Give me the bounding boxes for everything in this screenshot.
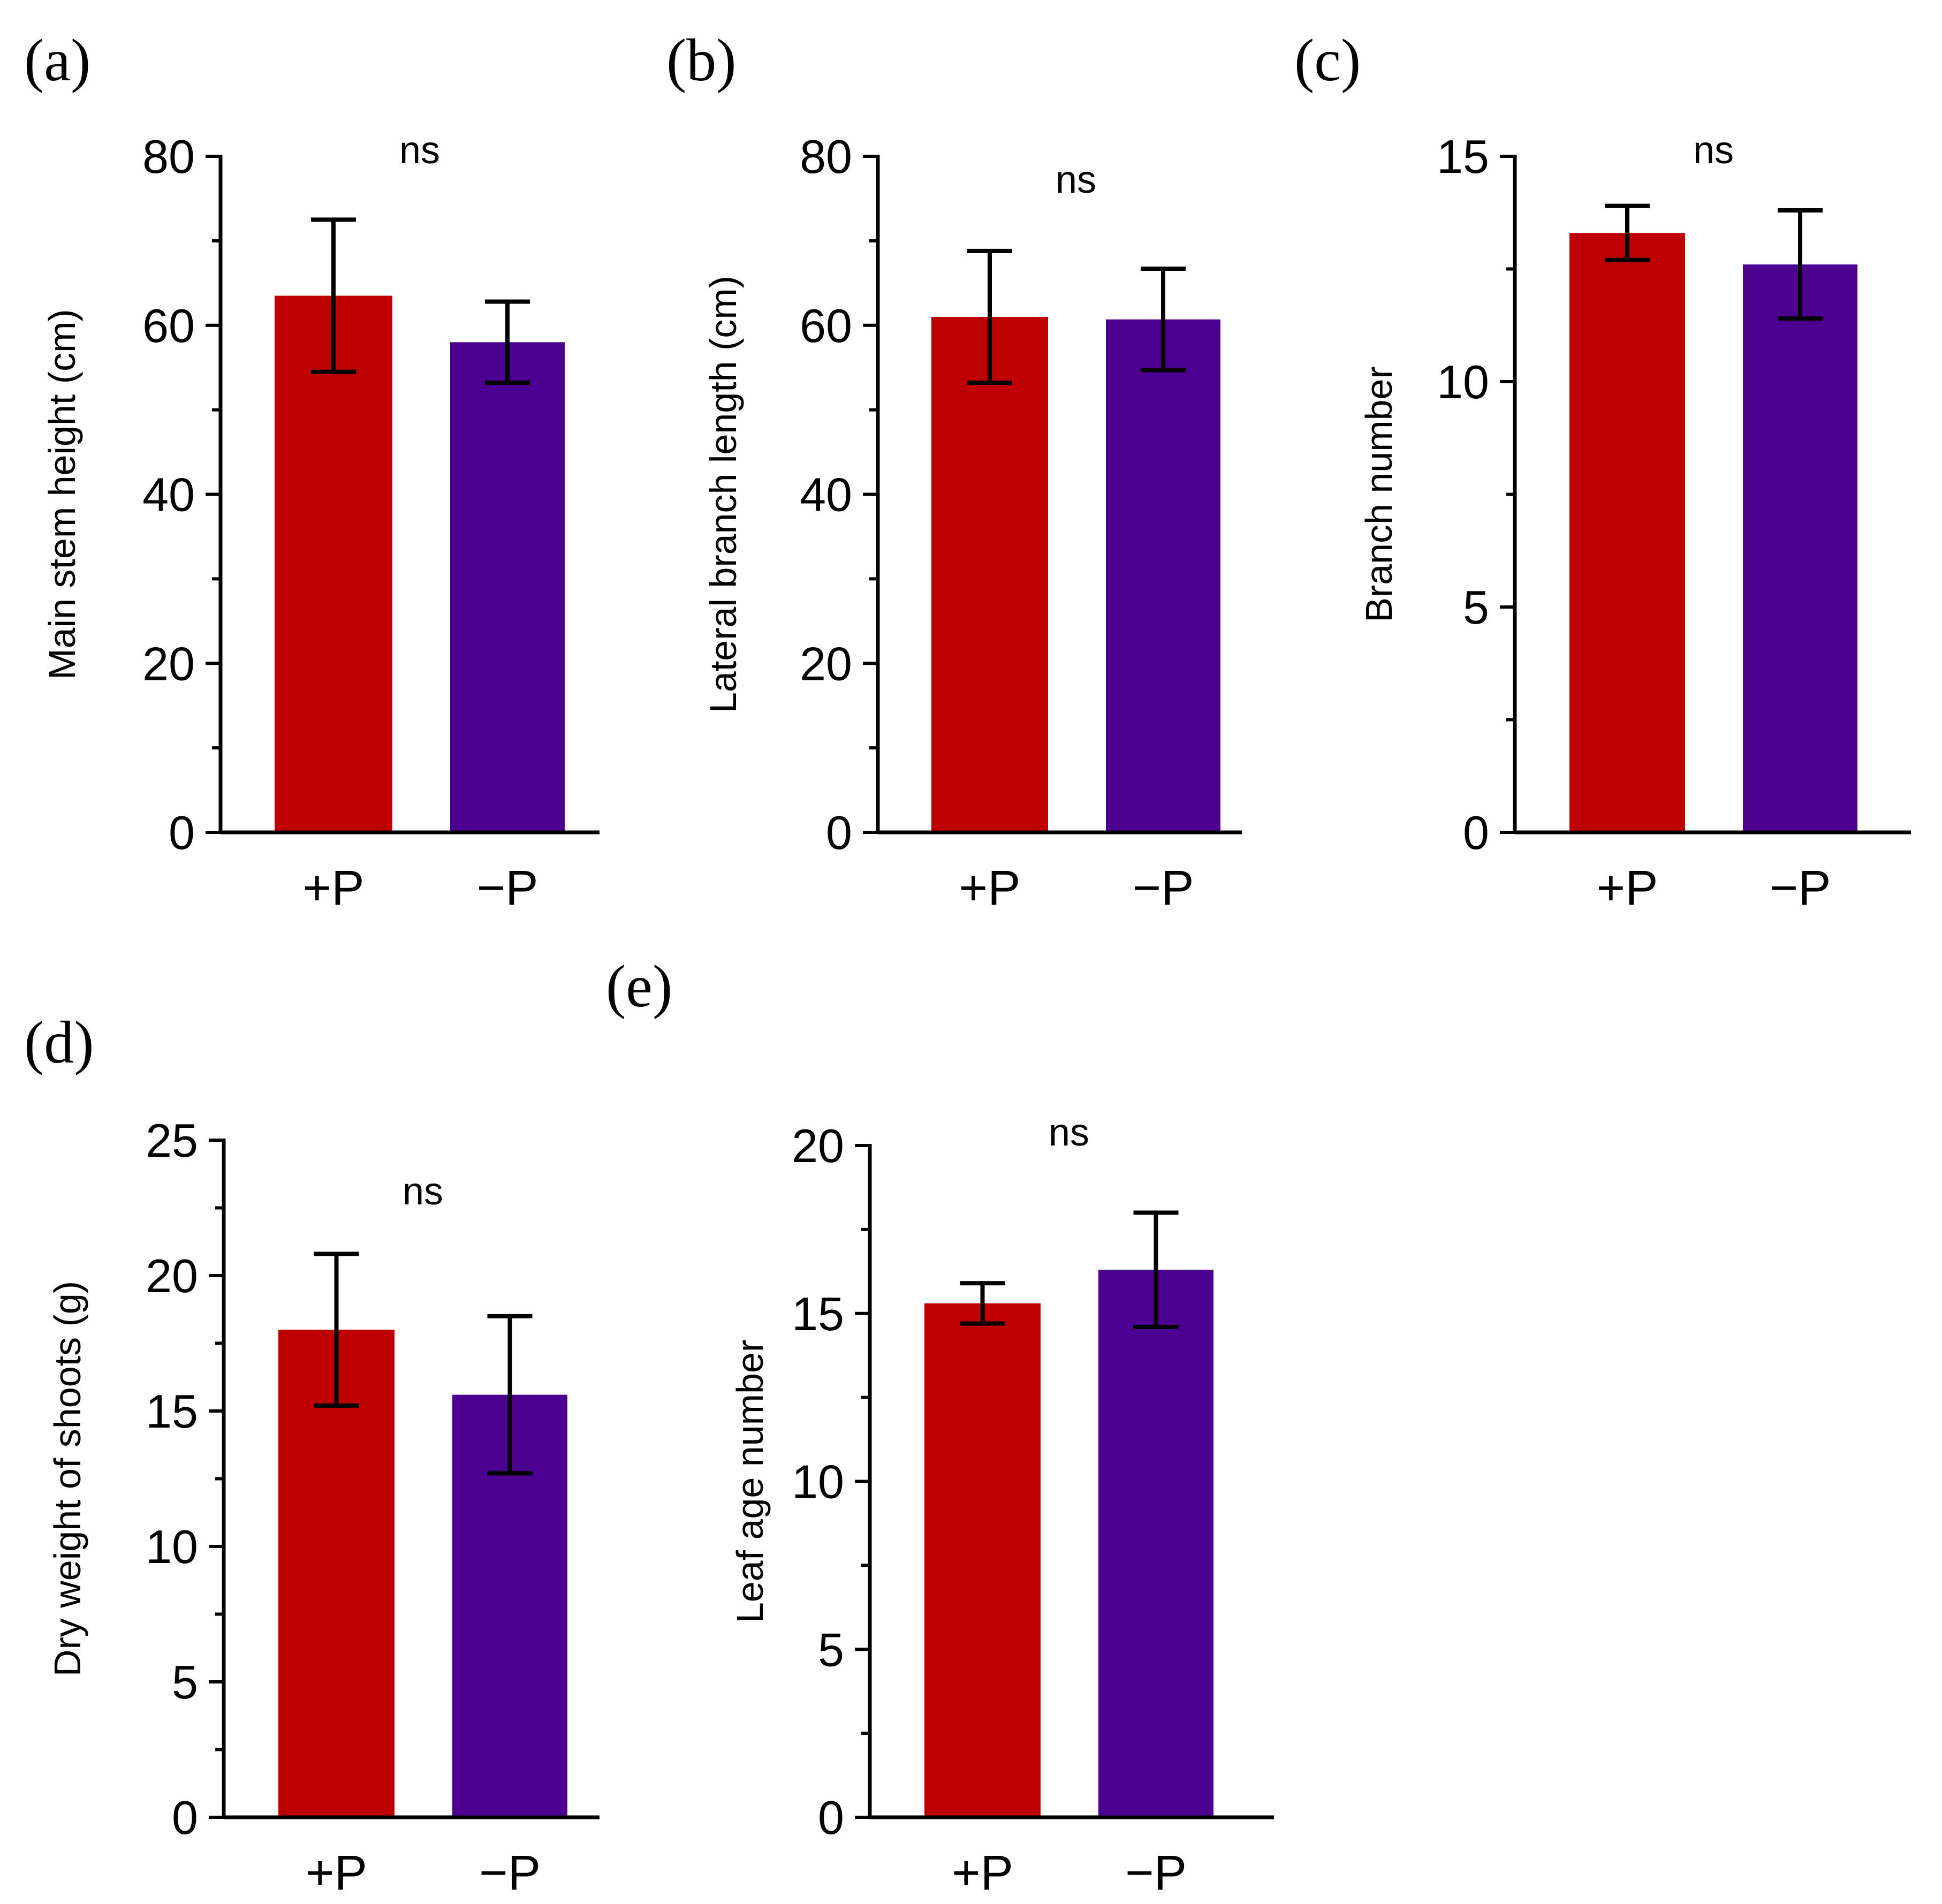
y-tick-label: 5: [818, 1623, 844, 1676]
y-tick-label: 15: [146, 1385, 198, 1438]
significance-label: ns: [1056, 158, 1096, 201]
y-tick-label: 20: [792, 1119, 844, 1172]
y-tick-label: 0: [826, 806, 852, 859]
y-axis-title: Main stem height (cm): [41, 309, 83, 679]
x-tick-label: −P: [476, 861, 538, 915]
y-tick-label: 5: [1463, 581, 1489, 634]
y-tick-label: 15: [1437, 130, 1489, 183]
x-tick-label: +P: [306, 1846, 367, 1900]
y-tick-label: 5: [172, 1656, 198, 1709]
error-bar-plus-p: [311, 217, 356, 374]
bar-plus-p: [931, 316, 1048, 832]
panel-label: (a): [24, 27, 90, 94]
chart-panel-c: (c) 0 5 10 15 +P −P Branch number ns: [1294, 27, 1911, 915]
panel-label: (e): [606, 953, 672, 1020]
significance-label: ns: [403, 1170, 443, 1213]
error-bar-plus-p: [967, 248, 1012, 385]
y-axis-title: Lateral branch length (cm): [702, 276, 744, 713]
x-tick-label: +P: [1596, 861, 1658, 915]
x-tick-label: +P: [952, 1846, 1013, 1900]
chart-panel-e: (e) 0 5 10 15 20 +P −P Leaf age number ns: [606, 953, 1274, 1900]
error-bar-plus-p: [960, 1281, 1005, 1326]
bar-plus-p: [924, 1303, 1041, 1817]
y-tick-label: 10: [1437, 355, 1489, 408]
x-tick-label: −P: [1132, 861, 1194, 915]
error-bar-minus-p: [1778, 208, 1823, 321]
y-tick-label: 60: [800, 299, 852, 352]
error-bar-minus-p: [1133, 1210, 1179, 1329]
y-tick-label: 25: [146, 1114, 198, 1167]
y-tick-label: 20: [800, 637, 852, 690]
error-bar-minus-p: [485, 299, 530, 385]
y-tick-label: 10: [792, 1455, 844, 1508]
y-axis-title: Branch number: [1358, 366, 1400, 623]
bar-minus-p: [450, 342, 565, 832]
significance-label: ns: [1693, 129, 1734, 172]
bar-minus-p: [1098, 1270, 1213, 1817]
significance-label: ns: [399, 129, 440, 172]
x-tick-label: −P: [1125, 1846, 1187, 1900]
x-tick-label: +P: [959, 861, 1020, 915]
bar-minus-p: [1743, 264, 1857, 833]
chart-panel-d: (d) 0 5 10 15 20 25 +P −P Dry weight of shoots (g…: [24, 1010, 600, 1900]
y-tick-label: 0: [1463, 806, 1489, 859]
y-tick-label: 20: [146, 1249, 198, 1302]
y-tick-label: 0: [818, 1791, 844, 1844]
x-tick-label: −P: [1769, 861, 1831, 915]
y-tick-label: 20: [142, 637, 195, 690]
bar-plus-p: [1569, 233, 1685, 832]
bar-plus-p: [278, 1330, 395, 1817]
y-axis-title: Leaf age number: [729, 1340, 771, 1623]
error-bar-minus-p: [1141, 266, 1186, 373]
y-tick-label: 60: [142, 299, 195, 352]
panel-label: (d): [24, 1010, 94, 1076]
chart-panel-b: (b) 0 20 40 60 80 +P −P Lateral branch length (c…: [666, 27, 1242, 915]
error-bar-plus-p: [314, 1251, 359, 1408]
bar-minus-p: [1106, 319, 1220, 832]
significance-label: ns: [1049, 1111, 1089, 1154]
y-tick-label: 10: [146, 1520, 198, 1573]
error-bar-plus-p: [1605, 203, 1650, 262]
y-tick-label: 40: [142, 468, 195, 521]
x-tick-label: −P: [479, 1846, 541, 1900]
y-tick-label: 40: [800, 468, 852, 521]
error-bar-minus-p: [487, 1314, 533, 1476]
x-tick-label: +P: [302, 861, 364, 915]
y-tick-label: 80: [142, 130, 195, 183]
y-axis-title: Dry weight of shoots (g): [47, 1281, 88, 1677]
chart-panel-a: (a) 0 20 40 60 80 +P −P Main stem height (cm) ns: [24, 27, 600, 915]
panel-label: (c): [1294, 27, 1361, 94]
bar-plus-p: [275, 295, 392, 832]
y-tick-label: 80: [800, 130, 852, 183]
panel-label: (b): [666, 27, 737, 94]
y-tick-label: 15: [792, 1287, 844, 1340]
y-tick-label: 0: [169, 806, 195, 859]
y-tick-label: 0: [172, 1791, 198, 1844]
